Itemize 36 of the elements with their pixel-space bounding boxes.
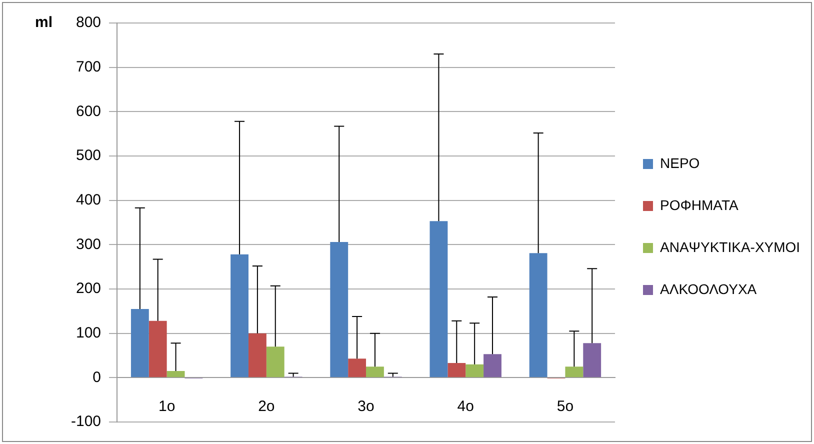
y-tick-label: 100 <box>76 324 102 342</box>
bar <box>166 371 185 378</box>
legend-label: ΑΝΑΨΥΚΤΙΚΑ-ΧΥΜΟΙ <box>660 238 800 255</box>
bar <box>248 333 266 378</box>
y-tick-label: 200 <box>76 280 102 298</box>
bar <box>348 358 366 378</box>
bar <box>266 346 284 378</box>
y-tick-label: 0 <box>92 368 102 386</box>
y-tick-label: 600 <box>76 102 102 120</box>
bar <box>484 354 502 378</box>
x-tick-label: 4o <box>457 398 474 415</box>
x-tick-label: 3o <box>358 398 374 415</box>
y-tick-label: 500 <box>76 147 102 164</box>
y-tick-label: 700 <box>76 58 102 76</box>
x-tick-label: 2o <box>258 398 275 415</box>
bar <box>466 364 484 378</box>
bar <box>148 320 167 378</box>
bar <box>448 363 466 378</box>
x-tick-label: 1o <box>158 398 176 415</box>
bar <box>583 343 602 378</box>
bar <box>565 366 584 378</box>
y-tick-label: -100 <box>70 413 102 430</box>
legend-label: ΝΕΡΟ <box>660 154 700 171</box>
y-axis-title: ml <box>35 14 53 32</box>
y-tick-label: 300 <box>76 236 102 253</box>
bar <box>366 366 384 378</box>
y-tick-label: 400 <box>76 191 102 208</box>
bar <box>130 308 149 378</box>
bar <box>529 253 548 378</box>
bar <box>430 221 448 378</box>
legend-label: ΑΛΚΟΟΛΟΥΧΑ <box>660 280 758 297</box>
bar <box>330 242 348 378</box>
legend-label: ΡΟΦΗΜΑΤΑ <box>660 196 739 213</box>
x-tick-label: 5o <box>556 398 574 415</box>
y-tick-label: 800 <box>76 14 102 32</box>
bar <box>230 254 248 378</box>
